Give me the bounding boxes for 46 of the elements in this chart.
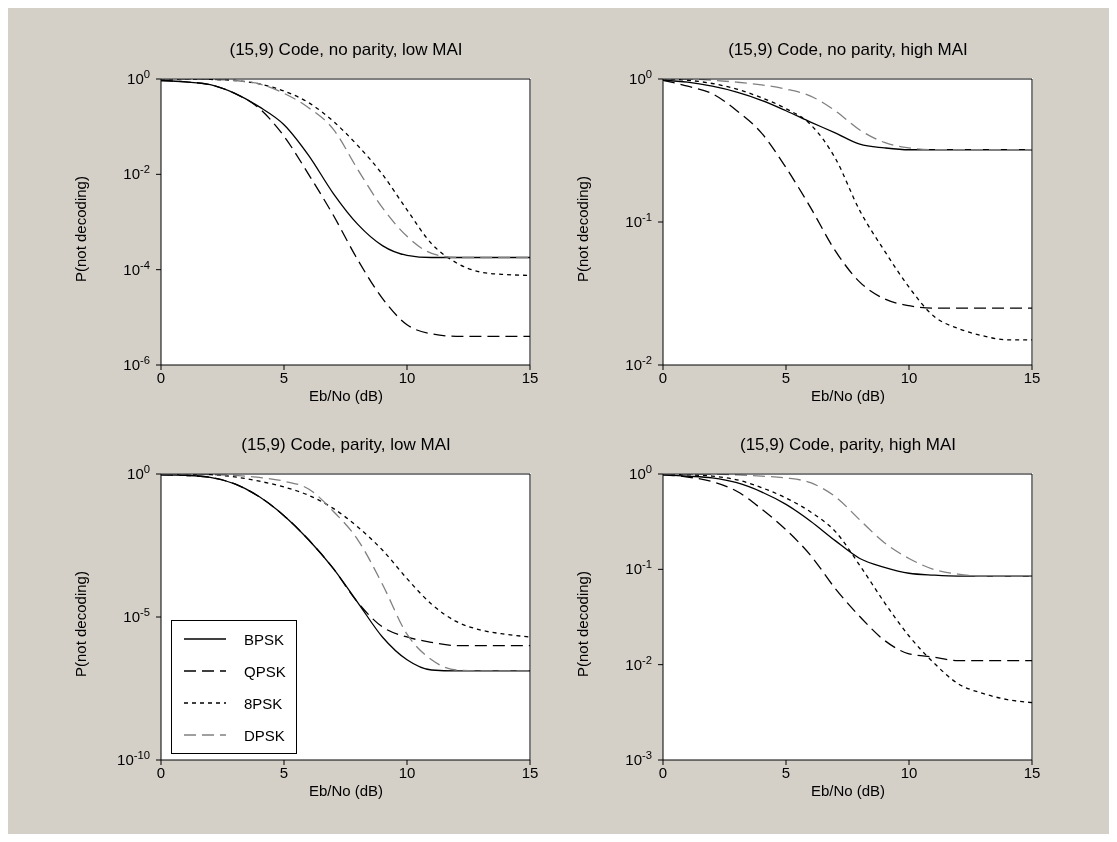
x-tick-label: 10 [900,368,918,386]
y-axis-title: P(not decoding) [574,571,592,677]
x-tick-label: 0 [156,763,166,781]
y-tick-label: 10$^{-2}$ [123,163,150,183]
legend-label: DPSK [244,726,285,744]
y-axis-title: P(not decoding) [72,571,90,677]
x-tick-label: 5 [279,368,289,386]
legend-label: 8PSK [244,694,283,712]
y-tick-label: 10$^{-2}$ [625,653,652,673]
chart-title: (15,9) Code, parity, low MAI [241,435,451,454]
x-tick-label: 15 [1023,368,1041,386]
y-tick-label: 10$^{-1}$ [625,211,652,230]
x-tick-label: 15 [1023,763,1041,781]
y-tick-label: 10$^{-10}$ [117,749,150,768]
x-tick-label: 5 [781,763,791,781]
x-tick-label: 15 [521,368,539,386]
x-tick-label: 0 [658,368,668,386]
chart-title: (15,9) Code, parity, high MAI [739,435,957,454]
legend-label: BPSK [244,630,285,648]
x-tick-label: 0 [658,763,668,781]
x-axis-title: Eb/No (dB) [810,782,886,799]
x-tick-label: 10 [900,763,918,781]
y-tick-label: 10$^{0}$ [127,68,150,87]
legend-label: QPSK [244,662,286,680]
y-tick-label: 10$^{-2}$ [625,354,652,373]
y-axis-title: P(not decoding) [574,176,592,282]
x-axis-title: Eb/No (dB) [810,387,886,404]
x-tick-label: 5 [781,368,791,386]
chart-title: (15,9) Code, no parity, low MAI [229,40,463,59]
y-tick-label: 10$^{-3}$ [625,749,652,768]
y-tick-label: 10$^{-1}$ [625,558,652,578]
y-tick-label: 10$^{0}$ [127,463,150,482]
chart-title: (15,9) Code, no parity, high MAI [728,40,968,59]
y-tick-label: 10$^{-6}$ [123,354,150,373]
y-tick-label: 10$^{-5}$ [123,606,150,625]
y-tick-label: 10$^{0}$ [629,463,652,482]
x-axis-title: Eb/No (dB) [308,782,384,799]
x-tick-label: 10 [398,368,416,386]
x-tick-label: 5 [279,763,289,781]
x-tick-label: 10 [398,763,416,781]
y-tick-label: 10$^{-4}$ [123,258,150,278]
y-tick-label: 10$^{0}$ [629,68,652,87]
x-axis-title: Eb/No (dB) [308,387,384,404]
y-axis-title: P(not decoding) [72,176,90,282]
x-tick-label: 15 [521,763,539,781]
x-tick-label: 0 [156,368,166,386]
